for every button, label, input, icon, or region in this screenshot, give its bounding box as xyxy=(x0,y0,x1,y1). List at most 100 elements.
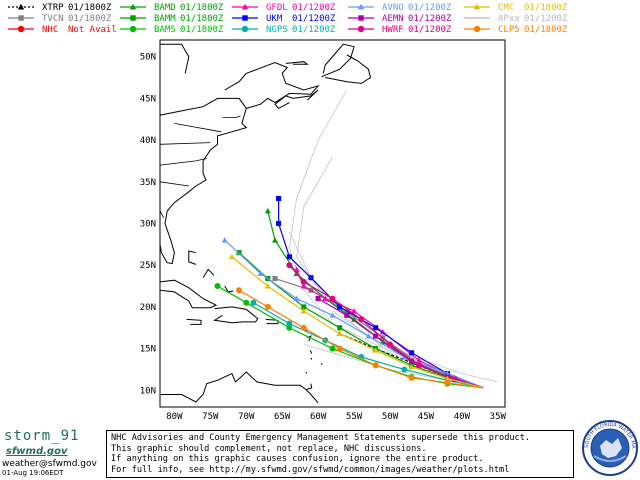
track-marker xyxy=(409,350,415,356)
track-marker xyxy=(241,3,249,10)
track-marker xyxy=(264,207,271,214)
axis-labels: 50N 45N 40N 35N 30N 25N 20N 15N 10N 80W 75W 70W 65W 6… xyxy=(140,53,507,422)
track-marker xyxy=(250,299,257,306)
notice-line: If anything on this graphic causes confu… xyxy=(111,454,484,464)
legend-time: 01/1800Z xyxy=(524,3,568,13)
lat-label: 15N xyxy=(140,345,156,355)
legend-time: 01/1800Z xyxy=(68,3,112,13)
legend-time: 01/1200Z xyxy=(292,25,336,35)
track-marker xyxy=(221,237,228,243)
legend-item-cmc: CMC 01/1800Z xyxy=(464,3,568,13)
coastline-segment xyxy=(321,43,355,78)
track-marker xyxy=(409,358,415,364)
coastline-segment xyxy=(306,383,313,390)
lat-label: 30N xyxy=(140,220,156,230)
coastline-segment xyxy=(160,43,190,74)
track-marker xyxy=(322,295,329,301)
track-marker xyxy=(358,316,365,323)
track-marker xyxy=(286,324,293,331)
track-marker xyxy=(315,296,321,302)
track-marker xyxy=(129,25,137,33)
legend-model: BAMD xyxy=(154,3,176,13)
legend-item-xtrp: XTRP 01/1800Z xyxy=(8,3,112,13)
legend-item-ngps: NGPS 01/1200Z xyxy=(232,25,336,35)
district-seal: SOUTH FLORIDA WATER MANAGEMENT DISTRICT xyxy=(582,418,638,476)
lat-label: 45N xyxy=(140,94,156,104)
contact-email: weather@sfwmd.gov xyxy=(2,459,97,469)
coastline-segment xyxy=(310,357,313,360)
lat-label: 20N xyxy=(140,303,156,313)
coastline-segment xyxy=(325,54,372,84)
track-marker xyxy=(379,328,386,335)
lon-label: 50W xyxy=(382,412,399,422)
track-marker xyxy=(300,278,307,285)
timestamp: 01-Aug 19:06EDT xyxy=(2,469,64,477)
coastline-segment xyxy=(160,371,319,404)
coastline-segment xyxy=(285,61,309,65)
state-border xyxy=(159,210,164,218)
notice-line: For full info, see http://my.sfwmd.gov/s… xyxy=(111,464,510,475)
track-marker xyxy=(373,325,379,331)
track-marker xyxy=(293,295,300,301)
legend-item-aemn: AEMN 01/1200Z xyxy=(348,14,452,24)
legend-model: APxx xyxy=(498,14,520,24)
lat-label: 40N xyxy=(140,136,156,146)
track-marker xyxy=(17,3,25,10)
lon-label: 60W xyxy=(310,412,327,422)
lat-label: 25N xyxy=(140,261,156,271)
track-clp5 xyxy=(236,287,484,389)
legend-item-apxx: APxx 01/1200Z xyxy=(464,14,568,24)
track-marker xyxy=(344,309,350,315)
track-marker xyxy=(473,3,481,10)
coastline-segment xyxy=(224,61,320,109)
track-marker xyxy=(18,15,24,21)
track-marker xyxy=(272,237,278,243)
coastline-segment xyxy=(186,318,202,325)
legend-time: 01/1200Z xyxy=(408,25,452,35)
track-marker xyxy=(329,345,336,352)
track-marker xyxy=(372,347,379,353)
storm-name: storm_91 xyxy=(4,428,80,444)
plot-area xyxy=(159,39,506,408)
legend-time: 01/1200Z xyxy=(524,14,568,24)
track-marker xyxy=(243,299,250,306)
track-marker xyxy=(242,15,248,21)
track-marker xyxy=(329,312,336,318)
track-marker xyxy=(344,312,350,318)
coastline-segment xyxy=(202,268,215,278)
state-border xyxy=(159,158,207,166)
legend-item-hwrf: HWRF 01/1200Z xyxy=(348,25,452,35)
lon-label: 35W xyxy=(490,412,507,422)
legend-model: AEMN xyxy=(382,14,404,24)
track-marker xyxy=(228,253,235,260)
legend-time: 01/1800Z xyxy=(68,14,112,24)
legend-time: 01/1800Z xyxy=(180,3,224,13)
track-marker xyxy=(300,308,307,314)
lon-label: 65W xyxy=(274,412,291,422)
legend-time: 01/1800Z xyxy=(180,25,224,35)
track-marker xyxy=(301,304,307,310)
track-marker xyxy=(408,374,415,381)
track-marker xyxy=(17,25,25,33)
legend-model: CMC xyxy=(498,3,514,13)
track-marker xyxy=(387,341,393,348)
legend-time: Not Avail xyxy=(68,25,117,35)
track-marker xyxy=(272,276,278,282)
track-marker xyxy=(286,262,293,269)
track-marker xyxy=(241,25,249,33)
legend-time: 01/1800Z xyxy=(180,14,224,24)
track-marker xyxy=(337,325,343,331)
track-marker xyxy=(337,304,343,310)
lon-label: 55W xyxy=(346,412,363,422)
lon-label: 40W xyxy=(454,412,471,422)
legend-item-clp5: CLP5 01/1800Z xyxy=(464,25,568,35)
legend-model: UKM xyxy=(266,14,283,24)
notice-line: NHC Advisories and County Emergency Mana… xyxy=(111,433,531,443)
lon-label: 75W xyxy=(202,412,219,422)
legend-item-gfdl: GFDL 01/1200Z xyxy=(232,3,336,13)
track-marker xyxy=(214,283,221,290)
coastline-segment xyxy=(309,350,313,354)
coastline-segment xyxy=(305,371,308,374)
legend-item-bams: BAMS 01/1800Z xyxy=(120,25,224,35)
track-marker xyxy=(293,266,300,272)
